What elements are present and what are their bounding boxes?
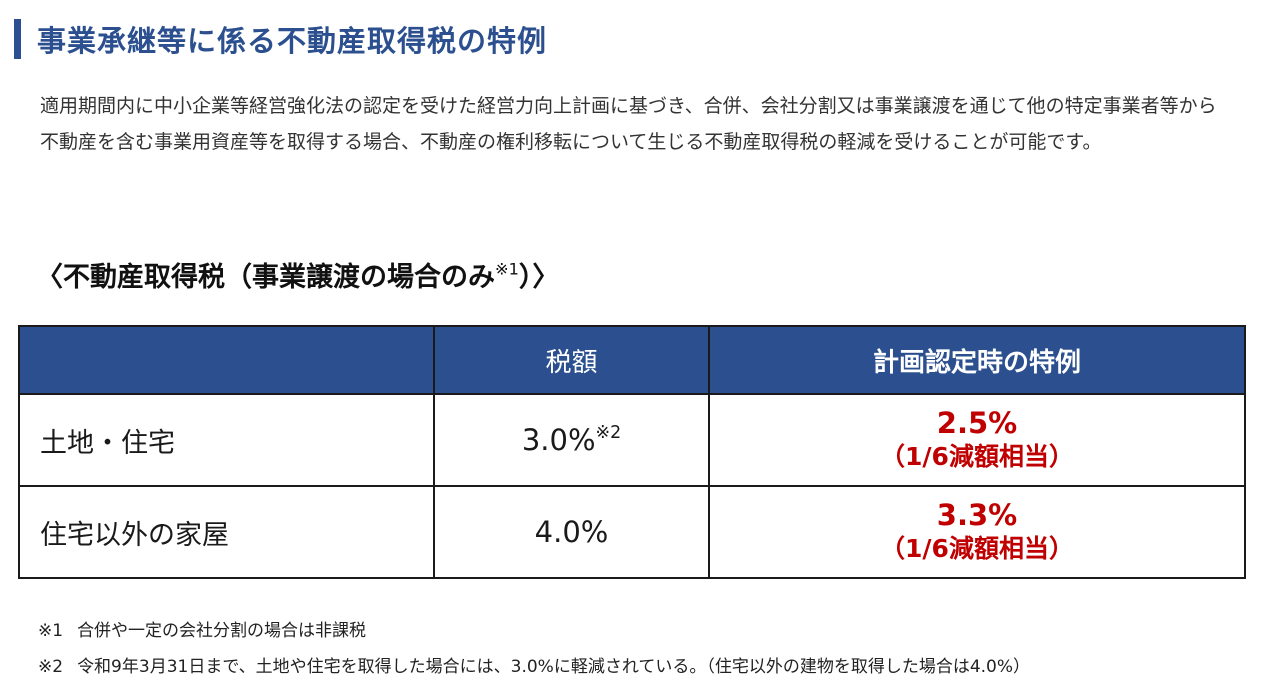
tax-rate-cell: 4.0% [433,485,710,579]
row-label: 土地・住宅 [18,393,435,487]
tax-table: 税額 計画認定時の特例 土地・住宅 3.0%※2 2.5% （1/6減額相当） … [18,325,1246,579]
footnote: ※1 合併や一定の会社分割の場合は非課税 [38,616,366,641]
table-heading-close: ）〉 [518,262,560,293]
heading-accent-bar [14,19,21,59]
special-rate-value: 3.3% [936,498,1018,532]
table-heading-note: ※1 [495,259,519,279]
table-heading: 〈不動産取得税（事業譲渡の場合のみ※1）〉 [36,255,559,294]
footnote-mark: ※2 [38,657,64,677]
special-rate-note: （1/6減額相当） [880,534,1074,563]
section-heading: 事業承継等に係る不動産取得税の特例 [14,18,547,60]
intro-paragraph: 適用期間内に中小企業等経営強化法の認定を受けた経営力向上計画に基づき、合併、会社… [40,95,1217,153]
tax-rate-value: 4.0% [534,515,609,549]
header-cell-special-rate: 計画認定時の特例 [708,325,1246,395]
table-heading-text: 〈不動産取得税（事業譲渡の場合のみ [36,262,495,293]
table-row: 住宅以外の家屋 4.0% 3.3% （1/6減額相当） [18,485,1246,579]
footnote-text: 合併や一定の会社分割の場合は非課税 [77,621,367,641]
row-label: 住宅以外の家屋 [18,485,435,579]
special-rate-cell: 2.5% （1/6減額相当） [708,393,1246,487]
tax-rate-value: 3.0% [521,423,596,458]
footnote: ※2 令和9年3月31日まで、土地や住宅を取得した場合には、3.0%に軽減されてい… [38,652,1030,677]
table-row: 土地・住宅 3.0%※2 2.5% （1/6減額相当） [18,393,1246,487]
header-cell-category [18,325,435,395]
tax-rate-note: ※2 [595,422,622,443]
special-rate-cell: 3.3% （1/6減額相当） [708,485,1246,579]
header-cell-tax-rate: 税額 [433,325,710,395]
special-rate-note: （1/6減額相当） [880,442,1074,471]
tax-rate-cell: 3.0%※2 [433,393,710,487]
table-header-row: 税額 計画認定時の特例 [18,325,1246,395]
footnote-text: 令和9年3月31日まで、土地や住宅を取得した場合には、3.0%に軽減されている。… [77,657,1031,677]
page-title: 事業承継等に係る不動産取得税の特例 [37,24,548,58]
special-rate-value: 2.5% [936,406,1018,440]
footnote-mark: ※1 [38,621,64,641]
